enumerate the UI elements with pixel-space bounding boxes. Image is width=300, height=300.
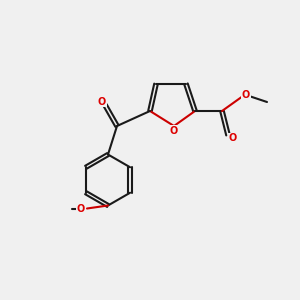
Text: O: O <box>228 133 237 143</box>
Text: O: O <box>170 125 178 136</box>
Text: O: O <box>98 97 106 107</box>
Text: O: O <box>77 203 85 214</box>
Text: O: O <box>242 89 250 100</box>
